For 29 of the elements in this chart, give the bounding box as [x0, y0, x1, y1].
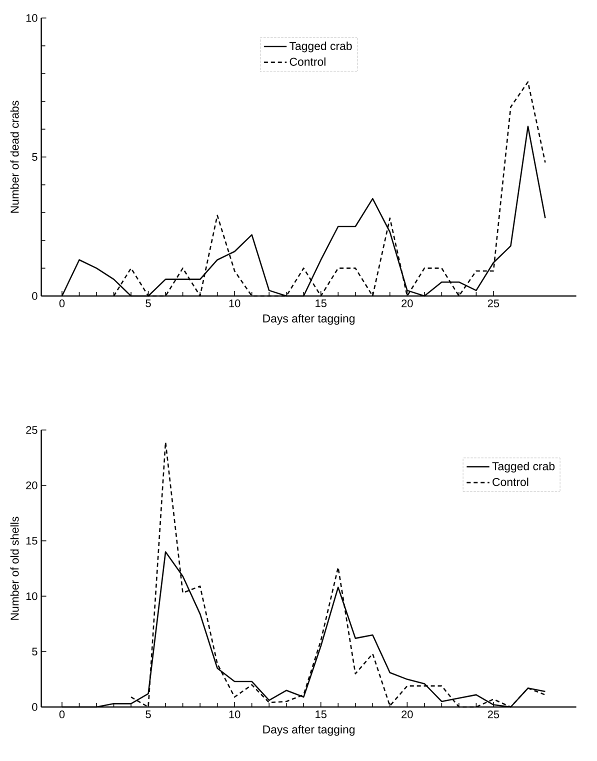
x-tick-label: 25: [488, 300, 500, 308]
legend-label: Control: [290, 57, 326, 66]
x-tick-label: 0: [59, 710, 65, 718]
legend-label: Tagged crab: [290, 42, 352, 52]
x-tick-label: 0: [59, 300, 65, 308]
y-tick-label: 0: [32, 292, 38, 300]
y-tick-label: 20: [26, 482, 38, 490]
x-tick-label: 15: [316, 710, 326, 718]
y-tick-label: 10: [26, 592, 38, 600]
legend-label: Tagged crab: [492, 462, 555, 473]
x-tick-label: 20: [402, 710, 413, 718]
y-axis-title: Number of dead crabs: [10, 100, 19, 213]
y-tick-label: 25: [26, 426, 38, 434]
y-tick-label: 15: [26, 536, 38, 545]
x-tick-label: 10: [229, 300, 240, 308]
x-tick-label: 10: [229, 710, 240, 718]
y-axis-title: Number of old shells: [10, 516, 19, 620]
y-tick-label: 10: [26, 14, 38, 22]
y-tick-label: 5: [32, 648, 38, 656]
y-tick-label: 0: [32, 703, 38, 711]
x-tick-label: 5: [146, 710, 151, 718]
x-tick-label: 15: [316, 300, 326, 308]
x-axis-title: Days after tagging: [263, 314, 355, 325]
x-tick-label: 5: [146, 300, 151, 308]
x-tick-label: 20: [402, 300, 413, 308]
y-tick-label: 5: [32, 153, 38, 161]
legend-label: Control: [492, 478, 528, 486]
x-tick-label: 25: [488, 710, 500, 718]
x-axis-title: Days after tagging: [263, 725, 355, 736]
